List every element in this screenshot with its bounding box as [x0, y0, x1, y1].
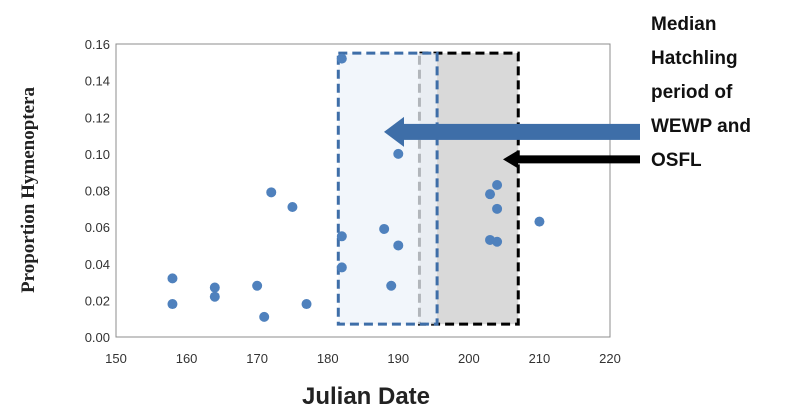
y-tick-label: 0.04 [85, 257, 110, 272]
annotation-line: Median [651, 14, 716, 35]
annotation-line: period of [651, 82, 733, 103]
y-tick-label: 0.02 [85, 293, 110, 308]
data-point [534, 216, 545, 227]
data-point [266, 187, 277, 198]
data-point [485, 189, 496, 200]
data-point [287, 201, 298, 212]
data-point [252, 280, 263, 291]
data-points [167, 53, 545, 322]
x-axis-label: Julian Date [302, 383, 430, 410]
arrow-shaft-black [516, 155, 640, 164]
plot-border [115, 43, 611, 338]
y-tick-label: 0.14 [85, 74, 110, 89]
x-tick-label: 180 [317, 351, 339, 366]
data-point [336, 262, 347, 273]
data-point [167, 299, 178, 310]
y-tick-label: 0.00 [85, 330, 110, 345]
y-tick-label: 0.12 [85, 110, 110, 125]
arrow-head-blue [384, 116, 404, 147]
annotation-line: OSFL [651, 150, 702, 171]
data-point [386, 280, 397, 291]
x-tick-label: 160 [176, 351, 198, 366]
y-tick-label: 0.16 [85, 37, 110, 52]
x-tick-label: 150 [105, 351, 127, 366]
data-point [301, 299, 312, 310]
y-tick-label: 0.06 [85, 220, 110, 235]
y-tick-label: 0.08 [85, 184, 110, 199]
arrow-shaft-blue [400, 123, 640, 140]
data-point [393, 148, 404, 159]
annotation-line: Hatchling [651, 48, 738, 69]
period-region-2 [336, 51, 439, 326]
x-axis-ticks: 150 160 170 180 190 200 210 220 [105, 351, 621, 366]
data-point [209, 291, 220, 302]
x-tick-label: 220 [599, 351, 621, 366]
data-point [492, 180, 503, 191]
data-point [379, 223, 390, 234]
y-axis-ticks: 0.00 0.02 0.04 0.06 0.08 0.10 0.12 0.14 0.16 [85, 37, 110, 345]
annotation-arrows [384, 116, 640, 169]
x-tick-label: 210 [529, 351, 551, 366]
data-point [336, 53, 347, 64]
plot-frame [115, 43, 611, 338]
data-point [492, 236, 503, 247]
data-point [209, 282, 220, 293]
data-point [167, 273, 178, 284]
annotation-line: WEWP and [651, 116, 751, 137]
data-point [393, 240, 404, 251]
y-tick-label: 0.10 [85, 147, 110, 162]
x-tick-label: 200 [458, 351, 480, 366]
data-point [336, 231, 347, 242]
data-point [259, 311, 270, 322]
arrow-head-black [503, 150, 518, 169]
x-tick-label: 190 [387, 351, 409, 366]
y-axis-label: Proportion Hymenoptera [18, 87, 39, 293]
x-tick-label: 170 [246, 351, 268, 366]
annotation-text: Median Hatchling period of WEWP and OSFL [651, 14, 751, 171]
hatchling-period-regions [336, 51, 520, 326]
data-point [492, 203, 503, 214]
